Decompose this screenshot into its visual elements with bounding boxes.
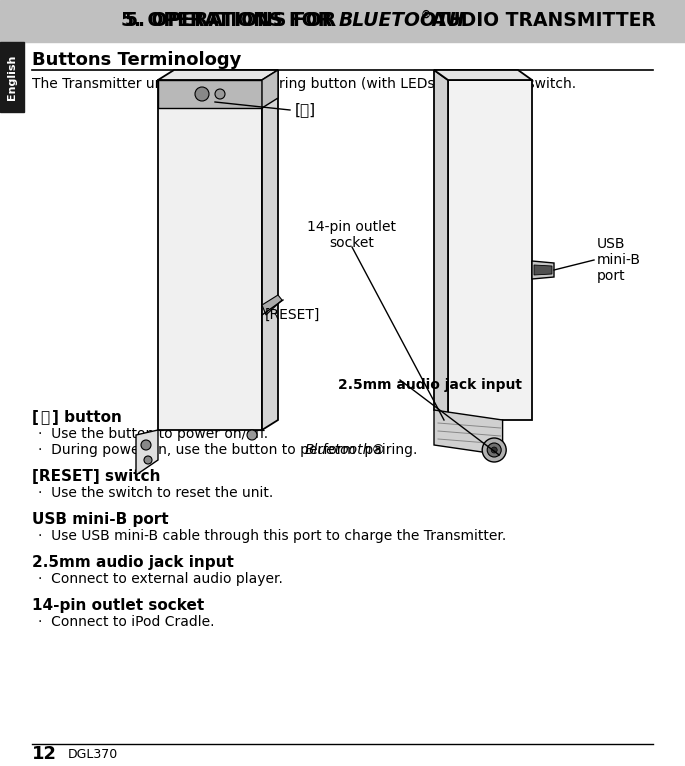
Polygon shape xyxy=(158,80,262,108)
Text: 5. OPERATIONS FOR ​BLUETOOTH​® AUDIO TRANSMITTER: 5. OPERATIONS FOR ​BLUETOOTH​® AUDIO TRA… xyxy=(45,11,640,31)
Text: USB
mini-B
port: USB mini-B port xyxy=(597,237,641,283)
Text: ·  Connect to iPod Cradle.: · Connect to iPod Cradle. xyxy=(38,615,214,629)
Text: 5. OPERATIONS FOR: 5. OPERATIONS FOR xyxy=(121,11,338,31)
Text: [RESET]: [RESET] xyxy=(265,308,321,322)
Text: ®: ® xyxy=(421,10,431,20)
Text: 2.5mm audio jack input: 2.5mm audio jack input xyxy=(32,555,234,570)
Circle shape xyxy=(482,438,506,462)
Text: BLUETOOTH: BLUETOOTH xyxy=(338,11,465,31)
Circle shape xyxy=(247,430,257,440)
Text: [RESET] switch: [RESET] switch xyxy=(32,469,160,484)
Text: 12: 12 xyxy=(32,745,57,763)
Polygon shape xyxy=(158,70,278,80)
Polygon shape xyxy=(534,265,552,275)
Text: AUDIO TRANSMITTER: AUDIO TRANSMITTER xyxy=(425,11,656,31)
Text: ·  Use the switch to reset the unit.: · Use the switch to reset the unit. xyxy=(38,486,273,500)
Polygon shape xyxy=(262,70,278,430)
Bar xyxy=(0,0,685,42)
Circle shape xyxy=(215,89,225,99)
Polygon shape xyxy=(434,410,503,455)
Text: [⏻]: [⏻] xyxy=(295,103,316,117)
Circle shape xyxy=(144,456,152,464)
Text: The Transmitter unit with Power/pairing button (with LEDs) and a reset switch.: The Transmitter unit with Power/pairing … xyxy=(32,77,576,91)
Circle shape xyxy=(491,447,497,453)
Text: [: [ xyxy=(32,410,39,425)
Text: ] button: ] button xyxy=(52,410,122,425)
Bar xyxy=(0,42,24,112)
Polygon shape xyxy=(136,430,158,475)
Text: ·  Use USB mini-B cable through this port to charge the Transmitter.: · Use USB mini-B cable through this port… xyxy=(38,529,506,543)
Circle shape xyxy=(195,87,209,101)
Text: 14-pin outlet socket: 14-pin outlet socket xyxy=(32,598,204,613)
Polygon shape xyxy=(262,70,278,108)
Text: ·  Use the button to power on/off.: · Use the button to power on/off. xyxy=(38,427,268,441)
Text: Buttons Terminology: Buttons Terminology xyxy=(32,51,241,69)
Polygon shape xyxy=(262,295,282,315)
Polygon shape xyxy=(434,70,448,420)
Polygon shape xyxy=(448,80,532,420)
Circle shape xyxy=(141,440,151,450)
Text: Bluetooth®: Bluetooth® xyxy=(305,443,386,457)
Text: English: English xyxy=(7,54,17,100)
Text: 14-pin outlet
socket: 14-pin outlet socket xyxy=(308,220,397,250)
Text: pairing.: pairing. xyxy=(360,443,417,457)
Polygon shape xyxy=(158,80,262,430)
Text: ⏻: ⏻ xyxy=(40,410,49,425)
Polygon shape xyxy=(434,70,532,80)
Text: 5. OPERATIONS FOR: 5. OPERATIONS FOR xyxy=(125,11,342,31)
Text: ·  During power on, use the button to perform: · During power on, use the button to per… xyxy=(38,443,360,457)
Polygon shape xyxy=(532,261,554,279)
Text: ·  Connect to external audio player.: · Connect to external audio player. xyxy=(38,572,283,586)
Text: 2.5mm audio jack input: 2.5mm audio jack input xyxy=(338,378,522,392)
Text: USB mini-B port: USB mini-B port xyxy=(32,512,169,527)
Text: DGL370: DGL370 xyxy=(68,748,119,761)
Circle shape xyxy=(487,443,501,457)
